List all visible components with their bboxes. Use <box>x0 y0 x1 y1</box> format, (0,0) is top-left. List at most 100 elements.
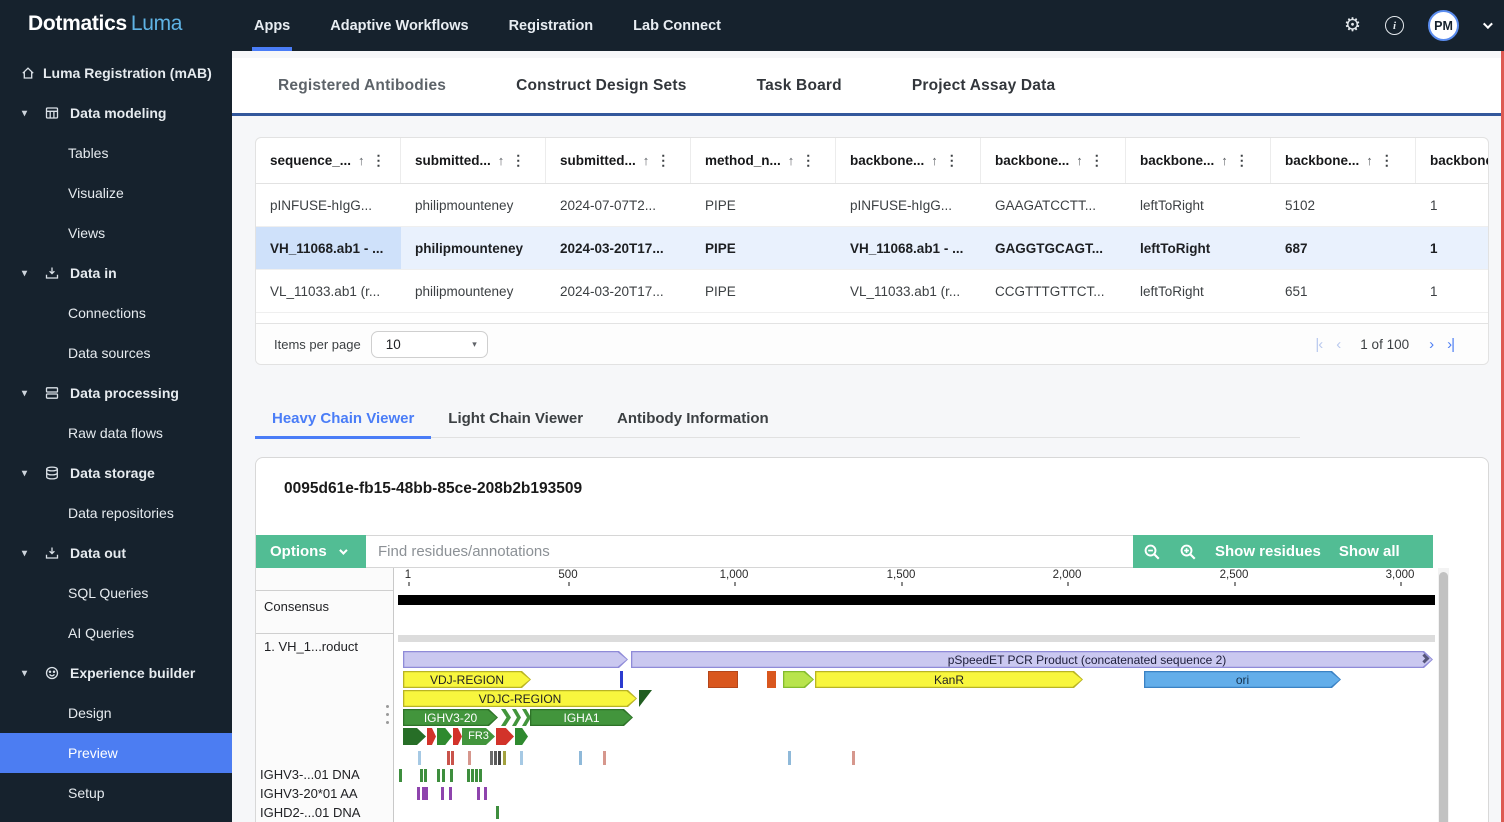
sidebar-item-sql-queries[interactable]: SQL Queries <box>0 573 232 613</box>
items-per-page-select[interactable]: 10 ▾ <box>371 331 488 358</box>
table-row[interactable]: VL_11033.ab1 (r...philipmounteney2024-03… <box>256 270 1488 313</box>
table-cell[interactable]: VH_11068.ab1 - ... <box>256 227 401 269</box>
find-residues-input[interactable] <box>366 535 1133 568</box>
sidebar-section-data-modeling[interactable]: ▾Data modeling <box>0 93 232 133</box>
column-header-backbone[interactable]: backbone...↑⋮ <box>981 138 1126 183</box>
tab-construct-design-sets[interactable]: Construct Design Sets <box>516 77 686 95</box>
track-drag-handle[interactable] <box>386 705 389 724</box>
table-cell[interactable]: 651 <box>1271 270 1416 312</box>
table-cell[interactable]: PIPE <box>691 184 836 226</box>
table-cell[interactable]: 2024-03-20T17... <box>546 270 691 312</box>
table-cell[interactable]: VL_11033.ab1 (r... <box>256 270 401 312</box>
account-chevron-down-icon[interactable] <box>1483 19 1493 29</box>
column-menu-icon[interactable]: ⋮ <box>372 152 386 169</box>
consensus-bar[interactable] <box>398 595 1435 605</box>
caret-down-icon[interactable]: ▾ <box>22 108 32 119</box>
table-cell[interactable]: CCGTTTGTTCT... <box>981 270 1126 312</box>
column-menu-icon[interactable]: ⋮ <box>1380 152 1394 169</box>
table-cell[interactable]: 687 <box>1271 227 1416 269</box>
sidebar-item-raw-data-flows[interactable]: Raw data flows <box>0 413 232 453</box>
tab-light-chain-viewer[interactable]: Light Chain Viewer <box>431 398 600 438</box>
last-page-icon[interactable]: ›| <box>1447 336 1454 353</box>
annotation-kanr[interactable]: KanR <box>815 671 1083 688</box>
sidebar-item-data-repositories[interactable]: Data repositories <box>0 493 232 533</box>
table-cell[interactable]: 1 <box>1416 227 1489 269</box>
annotation[interactable] <box>403 728 426 745</box>
table-cell[interactable]: 2024-03-20T17... <box>546 227 691 269</box>
nav-item-adaptive-workflows[interactable]: Adaptive Workflows <box>320 0 478 51</box>
sort-ascending-icon[interactable]: ↑ <box>1221 153 1228 168</box>
table-cell[interactable]: leftToRight <box>1126 184 1271 226</box>
sidebar-item-views[interactable]: Views <box>0 213 232 253</box>
sort-ascending-icon[interactable]: ↑ <box>931 153 938 168</box>
sidebar-item-design[interactable]: Design <box>0 693 232 733</box>
sidebar-section-data-processing[interactable]: ▾Data processing <box>0 373 232 413</box>
tab-project-assay-data[interactable]: Project Assay Data <box>912 77 1055 95</box>
table-cell[interactable]: 2024-07-07T2... <box>546 184 691 226</box>
nav-item-registration[interactable]: Registration <box>499 0 604 51</box>
table-cell[interactable]: GAGGTGCAGT... <box>981 227 1126 269</box>
column-menu-icon[interactable]: ⋮ <box>656 152 670 169</box>
annotation[interactable] <box>501 709 511 726</box>
caret-down-icon[interactable]: ▾ <box>22 388 32 399</box>
annotation-fr3[interactable]: FR3 <box>462 728 495 745</box>
column-header-sequence[interactable]: sequence_...↑⋮ <box>256 138 401 183</box>
sort-ascending-icon[interactable]: ↑ <box>788 153 795 168</box>
annotation-ori[interactable]: ori <box>1144 671 1341 688</box>
sidebar-item-ai-queries[interactable]: AI Queries <box>0 613 232 653</box>
annotation-vdjc-region[interactable]: VDJC-REGION <box>403 690 637 707</box>
sort-ascending-icon[interactable]: ↑ <box>1366 153 1373 168</box>
table-cell[interactable]: 1 <box>1416 184 1489 226</box>
annotation[interactable] <box>427 728 436 745</box>
table-cell[interactable]: PIPE <box>691 270 836 312</box>
column-header-backbone[interactable]: backbone...↑⋮ <box>1126 138 1271 183</box>
sort-ascending-icon[interactable]: ↑ <box>498 153 505 168</box>
sidebar-item-visualize[interactable]: Visualize <box>0 173 232 213</box>
options-button[interactable]: Options <box>256 535 366 568</box>
annotation[interactable] <box>522 709 531 726</box>
column-header-method-n[interactable]: method_n...↑⋮ <box>691 138 836 183</box>
sidebar-section-data-in[interactable]: ▾Data in <box>0 253 232 293</box>
sort-ascending-icon[interactable]: ↑ <box>358 153 365 168</box>
annotation-pspeedet-pcr-product-concatenated-sequence-2[interactable]: pSpeedET PCR Product (concatenated seque… <box>631 651 1433 668</box>
column-menu-icon[interactable]: ⋮ <box>801 152 815 169</box>
column-header-backbone[interactable]: backbone...↑⋮ <box>1416 138 1489 183</box>
annotation-vdj-region[interactable]: VDJ-REGION <box>403 671 531 688</box>
sidebar-item-connections[interactable]: Connections <box>0 293 232 333</box>
table-cell[interactable]: pINFUSE-hIgG... <box>256 184 401 226</box>
next-page-icon[interactable]: › <box>1429 336 1433 353</box>
annotation[interactable] <box>639 690 652 707</box>
annotation[interactable] <box>453 728 462 745</box>
show-residues-button[interactable]: Show residues <box>1215 543 1321 560</box>
table-cell[interactable]: leftToRight <box>1126 270 1271 312</box>
column-menu-icon[interactable]: ⋮ <box>1235 152 1249 169</box>
annotation-ighv3-20[interactable]: IGHV3-20 <box>403 709 498 726</box>
column-menu-icon[interactable]: ⋮ <box>945 152 959 169</box>
table-cell[interactable]: VH_11068.ab1 - ... <box>836 227 981 269</box>
viewer-scrollbar-thumb[interactable] <box>1439 572 1448 822</box>
table-cell[interactable]: VL_11033.ab1 (r... <box>836 270 981 312</box>
caret-down-icon[interactable]: ▾ <box>22 268 32 279</box>
sort-ascending-icon[interactable]: ↑ <box>643 153 650 168</box>
table-cell[interactable]: philipmounteney <box>401 184 546 226</box>
column-header-submitted[interactable]: submitted...↑⋮ <box>401 138 546 183</box>
annotation[interactable] <box>767 671 776 688</box>
table-cell[interactable]: philipmounteney <box>401 270 546 312</box>
nav-item-apps[interactable]: Apps <box>244 0 300 51</box>
caret-down-icon[interactable]: ▾ <box>22 668 32 679</box>
tab-registered-antibodies[interactable]: Registered Antibodies <box>278 77 446 95</box>
column-menu-icon[interactable]: ⋮ <box>511 152 525 169</box>
sidebar-section-data-storage[interactable]: ▾Data storage <box>0 453 232 493</box>
table-row[interactable]: pINFUSE-hIgG...philipmounteney2024-07-07… <box>256 184 1488 227</box>
table-row[interactable]: VH_11068.ab1 - ...philipmounteney2024-03… <box>256 227 1488 270</box>
sequence-overview-bar[interactable] <box>398 635 1435 642</box>
caret-down-icon[interactable]: ▾ <box>22 548 32 559</box>
table-cell[interactable]: 5102 <box>1271 184 1416 226</box>
table-cell[interactable]: pINFUSE-hIgG... <box>836 184 981 226</box>
sidebar-item-setup[interactable]: Setup <box>0 773 232 813</box>
user-avatar[interactable]: PM <box>1428 10 1459 41</box>
first-page-icon[interactable]: |‹ <box>1315 336 1322 353</box>
annotation[interactable] <box>512 709 521 726</box>
annotation[interactable] <box>437 728 452 745</box>
column-header-backbone[interactable]: backbone...↑⋮ <box>1271 138 1416 183</box>
